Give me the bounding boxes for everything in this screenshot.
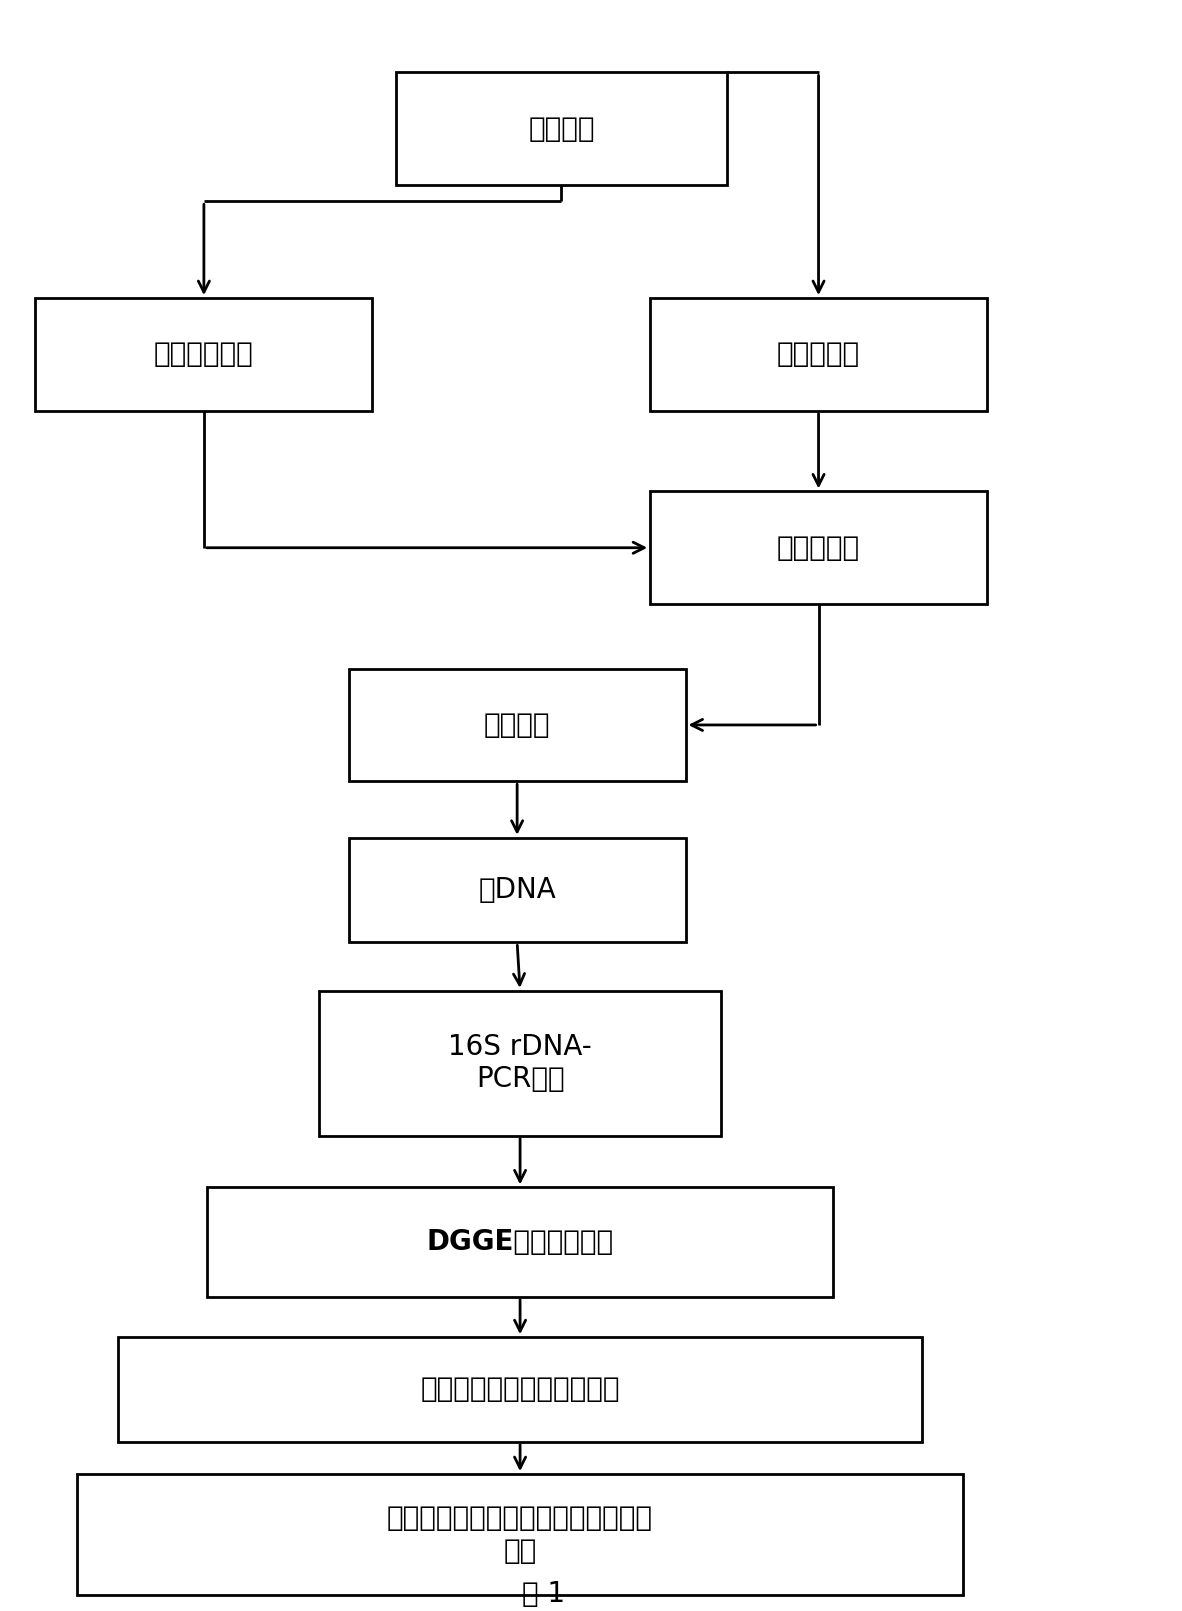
Text: 混合培养: 混合培养 [483, 710, 551, 739]
Bar [349, 669, 686, 781]
Bar [35, 298, 372, 411]
Bar [319, 991, 721, 1136]
Bar [650, 491, 987, 604]
Text: 16S rDNA-
PCR扩增: 16S rDNA- PCR扩增 [448, 1033, 592, 1094]
Text: 条带的克隆测序与分子鉴定: 条带的克隆测序与分子鉴定 [421, 1376, 619, 1403]
Bar [650, 298, 987, 411]
Text: 海绵浸出汁: 海绵浸出汁 [777, 340, 860, 369]
Text: DGGE基因指纹图谱: DGGE基因指纹图谱 [427, 1228, 613, 1257]
Text: 混合培养的海绵共附生微生物的种群
监测: 混合培养的海绵共附生微生物的种群 监测 [387, 1505, 654, 1564]
Bar [207, 1187, 833, 1297]
Text: 海绵样品: 海绵样品 [528, 114, 595, 143]
Bar [349, 838, 686, 942]
Bar [77, 1474, 963, 1595]
Bar [118, 1337, 922, 1442]
Text: 图 1: 图 1 [522, 1580, 565, 1608]
Text: 复合培养基: 复合培养基 [777, 533, 860, 562]
Bar [396, 72, 727, 185]
Text: 混合菌种子液: 混合菌种子液 [154, 340, 254, 369]
Text: 总DNA: 总DNA [479, 876, 556, 904]
